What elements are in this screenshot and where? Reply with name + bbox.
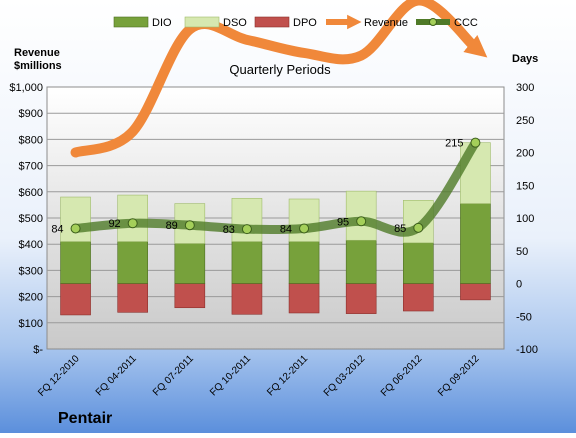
revenue-point (416, 0, 420, 3)
dio-bar (231, 241, 263, 284)
legend-label-dso: DSO (223, 17, 247, 29)
ccc-point (356, 216, 367, 227)
left-tick-label: $1,000 (9, 82, 43, 94)
ccc-data-label: 95 (337, 216, 349, 228)
legend: DIO DSO DPO Revenue CCC (113, 14, 478, 30)
ccc-point (241, 224, 252, 235)
right-tick-label: 200 (516, 148, 534, 160)
chart-title: Quarterly Periods (229, 62, 331, 77)
legend-swatch-dpo (254, 16, 290, 28)
revenue-point (74, 151, 78, 154)
dpo-bar (345, 283, 377, 314)
revenue-point (473, 46, 477, 50)
right-tick-label: 50 (516, 246, 528, 258)
ccc-point (70, 223, 81, 234)
legend-label-dio: DIO (152, 17, 172, 29)
revenue-line (70, 0, 488, 158)
right-tick-label: -100 (516, 344, 538, 356)
dio-bar (117, 241, 148, 284)
left-axis-ticks: $- $100 $200 $300 $400 $500 $600 $700 $800 $900 $1… (9, 82, 43, 356)
right-tick-label: 0 (516, 279, 522, 291)
left-axis-label-line2: $millions (14, 60, 62, 72)
dio-bar (288, 241, 320, 284)
company-name: Pentair (58, 410, 112, 427)
ccc-point (127, 218, 138, 229)
left-tick-label: $200 (19, 292, 43, 304)
legend-label-ccc: CCC (454, 17, 478, 29)
dpo-bar (460, 283, 491, 301)
right-tick-label: 250 (516, 115, 534, 127)
legend-label-revenue: Revenue (364, 17, 408, 29)
lines-group: 84 92 89 83 84 95 85 215 (51, 0, 488, 237)
dpo-bar (231, 283, 263, 315)
revenue-point (245, 38, 249, 42)
left-tick-label: $600 (19, 187, 43, 199)
legend-swatch-dso (184, 16, 220, 28)
dpo-bar (117, 283, 148, 313)
revenue-point (359, 54, 363, 58)
dso-bar (345, 190, 377, 241)
dso-bar (288, 198, 320, 242)
left-tick-label: $400 (19, 239, 43, 251)
left-tick-label: $- (33, 344, 43, 356)
ccc-data-label: 83 (223, 224, 235, 236)
right-tick-label: 300 (516, 82, 534, 94)
dio-bar (174, 243, 206, 284)
ccc-data-label: 89 (166, 220, 178, 232)
dio-bar (60, 241, 91, 284)
dso-bar (60, 196, 91, 242)
legend-marker-ccc (429, 18, 437, 26)
dpo-bar (288, 283, 320, 314)
left-tick-label: $700 (19, 161, 43, 173)
right-tick-label: 100 (516, 213, 534, 225)
ccc-data-label: 215 (445, 138, 463, 150)
right-tick-label: -50 (516, 311, 532, 323)
ccc-data-label: 84 (280, 223, 292, 235)
left-tick-label: $300 (19, 265, 43, 277)
dio-bar (403, 242, 434, 284)
right-axis-ticks: -100 -50 0 50 100 150 200 250 300 (516, 82, 538, 356)
ccc-data-label: 85 (394, 223, 406, 235)
revenue-point (302, 51, 306, 55)
ccc-point (299, 223, 310, 234)
revenue-point (131, 130, 135, 134)
legend-label-dpo: DPO (293, 17, 317, 29)
bars-group (60, 142, 491, 316)
ccc-data-label: 92 (108, 218, 120, 230)
dpo-bar (60, 283, 91, 316)
right-tick-label: 150 (516, 180, 534, 192)
left-tick-label: $900 (19, 108, 43, 120)
legend-swatch-dio (113, 16, 149, 28)
dio-bar (460, 203, 491, 284)
ccc-point (413, 222, 424, 233)
left-tick-label: $500 (19, 213, 43, 225)
ccc-data-label: 84 (51, 223, 63, 235)
left-tick-label: $800 (19, 134, 43, 146)
dio-bar (345, 239, 377, 284)
ccc-point (184, 220, 195, 231)
revenue-point (188, 27, 192, 31)
left-axis-label-line1: Revenue (14, 47, 60, 59)
ccc-point (470, 137, 481, 148)
dpo-bar (403, 283, 434, 312)
right-axis-label: Days (512, 53, 538, 65)
dso-bar (231, 198, 263, 242)
left-tick-label: $100 (19, 318, 43, 330)
dpo-bar (174, 283, 206, 309)
